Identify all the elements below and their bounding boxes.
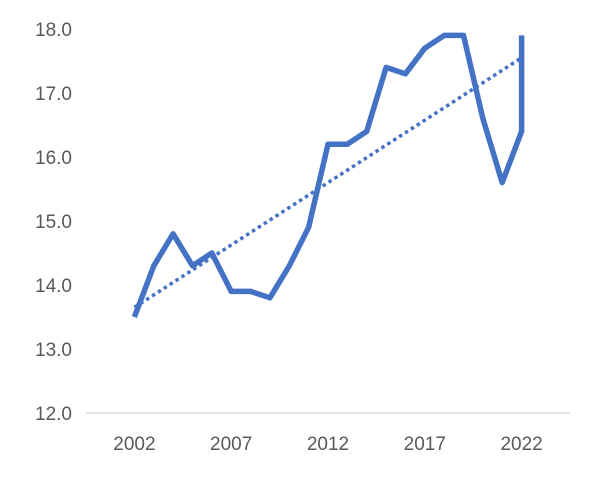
data-point bbox=[442, 33, 447, 38]
x-axis: 2002 2007 2012 2017 2022 bbox=[86, 412, 570, 455]
data-point bbox=[190, 263, 195, 268]
data-point bbox=[171, 231, 176, 236]
y-tick-label: 18.0 bbox=[35, 20, 72, 41]
y-tick-label: 13.0 bbox=[35, 340, 72, 361]
y-tick-label: 14.0 bbox=[35, 276, 72, 297]
data-point bbox=[267, 295, 272, 300]
data-point bbox=[287, 263, 292, 268]
data-point bbox=[461, 33, 466, 38]
y-tick-label: 12.0 bbox=[35, 404, 72, 425]
series-line bbox=[131, 32, 525, 318]
data-point bbox=[364, 129, 369, 134]
plot-area bbox=[131, 32, 525, 320]
y-tick-label: 17.0 bbox=[35, 84, 72, 105]
trendline bbox=[133, 56, 523, 309]
x-tick-label: 2012 bbox=[307, 434, 349, 455]
y-tick-label: 16.0 bbox=[35, 148, 72, 169]
data-point bbox=[519, 33, 524, 38]
x-tick-label: 2002 bbox=[113, 434, 155, 455]
data-point bbox=[209, 251, 214, 256]
data-point bbox=[229, 289, 234, 294]
x-tick-label: 2017 bbox=[404, 434, 446, 455]
data-point bbox=[403, 71, 408, 76]
data-point bbox=[519, 129, 524, 134]
y-axis: 12.0 13.0 14.0 15.0 16.0 17.0 18.0 bbox=[35, 20, 72, 425]
y-tick-label: 15.0 bbox=[35, 212, 72, 233]
data-point bbox=[151, 263, 156, 268]
data-point bbox=[345, 142, 350, 147]
data-point bbox=[306, 225, 311, 230]
data-point bbox=[500, 180, 505, 185]
data-point bbox=[248, 289, 253, 294]
data-point bbox=[480, 116, 485, 121]
x-tick-label: 2007 bbox=[210, 434, 252, 455]
data-point bbox=[384, 65, 389, 70]
data-point bbox=[326, 142, 331, 147]
data-point bbox=[422, 46, 427, 51]
x-tick-label: 2022 bbox=[500, 434, 542, 455]
data-point bbox=[132, 315, 137, 320]
